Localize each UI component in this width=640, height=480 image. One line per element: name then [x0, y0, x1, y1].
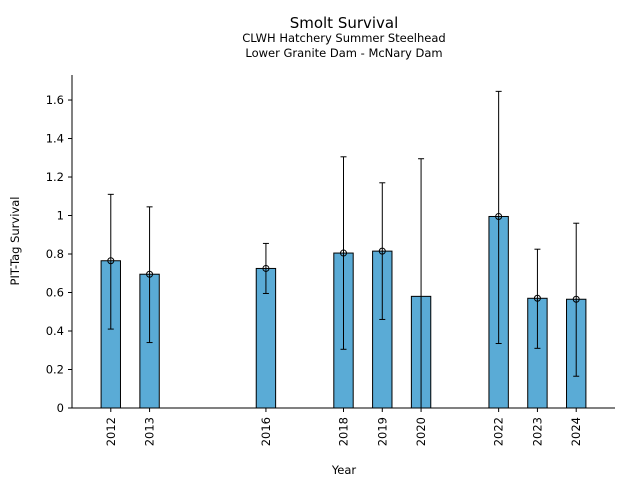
x-tick-label: 2024	[569, 417, 583, 446]
x-tick-label: 2022	[492, 417, 506, 446]
x-ticks-group: 2012 2013 2016 2018 2019 2020 2022 2023 2024	[104, 408, 583, 446]
x-tick-label: 2016	[259, 417, 273, 446]
x-tick-label: 2019	[375, 417, 389, 446]
y-tick-label: 1	[57, 209, 64, 223]
error-bar-2018	[340, 156, 347, 350]
x-tick-label: 2018	[337, 417, 351, 446]
x-tick-label: 2013	[143, 417, 157, 446]
y-tick-label: 0.6	[46, 286, 64, 300]
y-tick-label: 1.6	[46, 93, 64, 107]
x-tick-label: 2023	[530, 417, 544, 446]
error-bar-2012	[107, 193, 114, 330]
point-marker-2016	[262, 264, 270, 272]
error-bar-2013	[146, 206, 153, 344]
y-tick-label: 1.2	[46, 170, 64, 184]
error-bar-2023	[534, 248, 541, 349]
point-marker-2024	[572, 295, 580, 303]
markers-group	[107, 212, 580, 303]
error-bars-group	[107, 90, 580, 408]
y-tick-label: 0.2	[46, 363, 64, 377]
error-bar-2019	[379, 182, 386, 320]
chart-subtitle-line-2: Lower Granite Dam - McNary Dam	[245, 46, 442, 60]
point-marker-2012	[107, 257, 115, 265]
y-tick-label: 0	[57, 401, 64, 415]
error-bar-2024	[573, 222, 580, 377]
point-marker-2013	[146, 270, 154, 278]
error-bar-2016	[262, 242, 269, 294]
error-bar-2020	[418, 158, 425, 408]
y-ticks-group: 0 0.2 0.4 0.6 0.8 1 1.2 1.4 1.6	[46, 93, 72, 415]
x-axis-label: Year	[331, 463, 357, 477]
chart-subtitle-line-1: CLWH Hatchery Summer Steelhead	[242, 31, 445, 45]
point-marker-2018	[340, 249, 347, 257]
x-tick-label: 2012	[104, 417, 118, 446]
y-tick-label: 0.4	[46, 324, 64, 338]
error-bar-2022	[495, 90, 502, 345]
point-marker-2019	[378, 247, 386, 255]
point-marker-2022	[495, 212, 503, 220]
chart-title: Smolt Survival	[290, 14, 399, 32]
y-tick-label: 0.8	[46, 247, 64, 261]
x-tick-label: 2020	[414, 417, 428, 446]
y-tick-label: 1.4	[46, 132, 64, 146]
point-marker-2023	[533, 294, 541, 302]
y-axis-label: PIT-Tag Survival	[8, 197, 22, 286]
